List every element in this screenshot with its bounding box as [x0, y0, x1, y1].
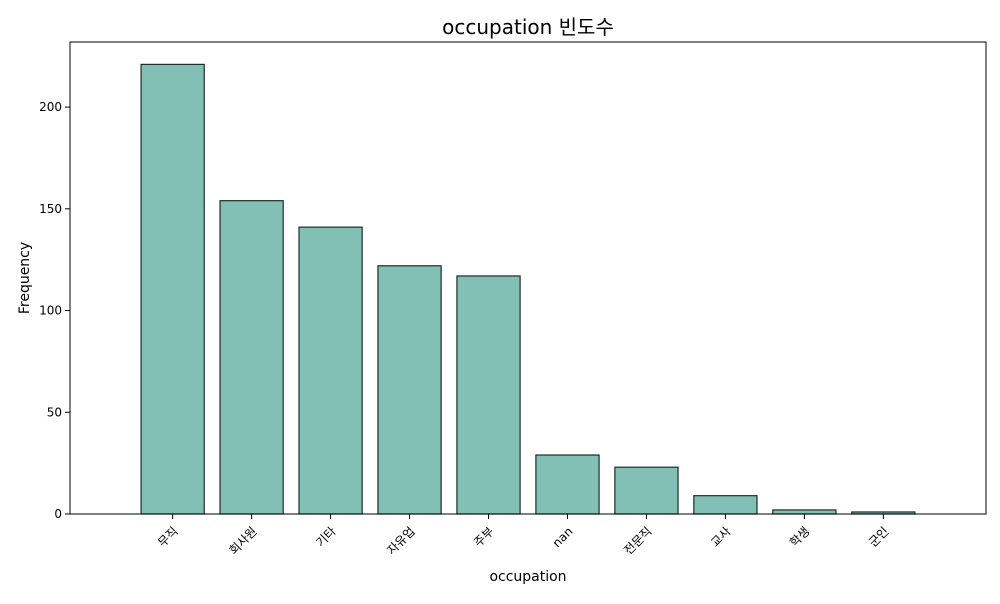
x-tick-label: 교사	[708, 524, 734, 550]
x-axis-ticks: 무직 회사원 기타 자유업 주부 nan 전문직 교사 학생 군인	[155, 514, 891, 558]
y-axis-ticks: 0 50 100 150 200	[39, 100, 70, 521]
x-tick-label: 자유업	[384, 524, 417, 557]
bar-자유업	[377, 265, 442, 515]
x-tick-label: 기타	[313, 524, 339, 550]
plot-area-frame	[69, 41, 987, 515]
x-tick-label: 무직	[155, 524, 181, 550]
bar-nan	[535, 454, 600, 515]
bar-기타	[298, 226, 363, 515]
bar-학생	[772, 509, 837, 515]
x-tick-label: 전문직	[621, 524, 654, 557]
x-tick-label: 회사원	[226, 524, 259, 557]
y-tick-label: 200	[39, 100, 62, 114]
bar-주부	[456, 275, 521, 515]
bars-group	[140, 63, 916, 515]
bar-교사	[693, 495, 758, 515]
y-tick-label: 100	[39, 304, 62, 318]
x-tick-label: nan	[550, 524, 576, 550]
x-tick-label: 군인	[866, 524, 892, 550]
y-tick-label: 0	[54, 507, 62, 521]
x-tick-label: 주부	[471, 524, 497, 550]
bar-회사원	[219, 200, 284, 515]
bar-무직	[140, 63, 205, 515]
chart-title: occupation 빈도수	[442, 15, 614, 39]
y-axis-label: Frequency	[17, 242, 33, 314]
x-tick-label: 학생	[787, 524, 813, 550]
y-tick-label: 50	[47, 405, 62, 419]
bar-전문직	[614, 466, 679, 515]
y-tick-label: 150	[39, 202, 62, 216]
x-axis-label: occupation	[489, 569, 566, 585]
